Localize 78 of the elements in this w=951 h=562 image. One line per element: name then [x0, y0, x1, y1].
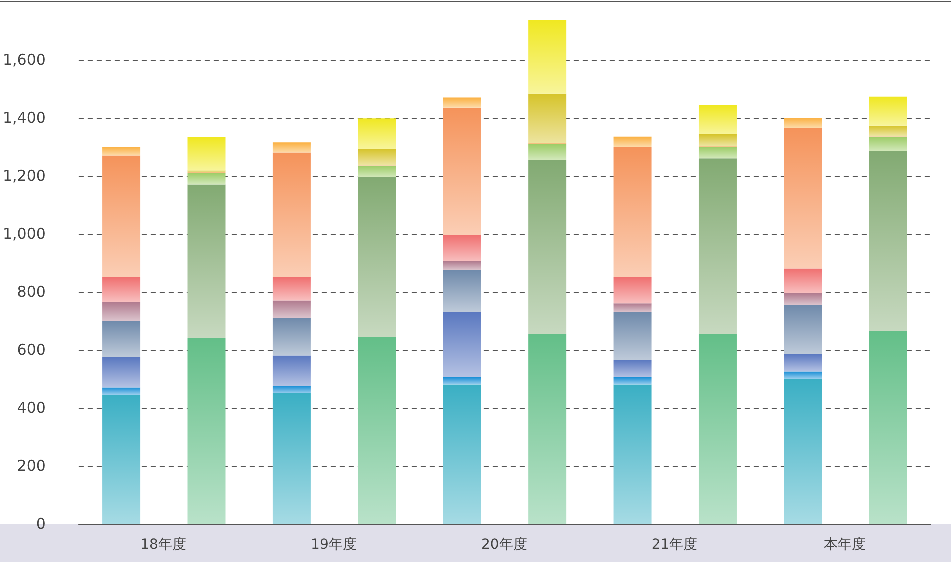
bar [443, 270, 482, 312]
bar [698, 334, 737, 524]
bar [528, 20, 567, 94]
bar [614, 136, 652, 147]
bar [188, 338, 226, 524]
bar [784, 118, 822, 128]
bar [784, 268, 822, 294]
bar [272, 152, 311, 278]
bar [443, 312, 482, 378]
bar [102, 147, 141, 156]
bar [443, 235, 482, 262]
bar [869, 136, 908, 152]
bar [698, 147, 737, 159]
bar [102, 357, 141, 388]
bar [272, 356, 311, 386]
bar [869, 151, 908, 332]
y-tick-label: 600 [17, 341, 46, 359]
bar [614, 384, 652, 524]
bar [784, 372, 822, 379]
x-tick-label: 19年度 [311, 537, 357, 553]
x-tick-label: 21年度 [652, 537, 698, 553]
bar [614, 378, 652, 385]
bar [614, 360, 652, 378]
bar [358, 166, 396, 178]
bar [443, 108, 482, 236]
x-tick-label: 本年度 [824, 537, 866, 553]
bar [272, 142, 311, 153]
bar [528, 160, 567, 334]
bar [272, 300, 311, 318]
y-tick-label: 800 [17, 283, 46, 301]
bar [614, 312, 652, 360]
bar [188, 173, 226, 185]
bar [528, 94, 567, 144]
bar [784, 128, 822, 269]
bar [272, 278, 311, 301]
bar [443, 98, 482, 108]
bar [358, 177, 396, 337]
bar [102, 278, 141, 302]
bar [102, 302, 141, 321]
bar [272, 394, 311, 524]
bar [102, 156, 141, 278]
y-tick-label: 1,600 [2, 51, 46, 69]
bar [869, 96, 908, 126]
bar [272, 318, 311, 356]
y-tick-label: 200 [17, 457, 46, 475]
bar [358, 336, 396, 524]
bar [102, 388, 141, 395]
bar [528, 144, 567, 160]
bar [698, 134, 737, 146]
bar [698, 158, 737, 334]
bar [443, 378, 482, 385]
bar [698, 106, 737, 135]
bar [443, 384, 482, 524]
bar [869, 331, 908, 524]
bar [614, 278, 652, 304]
bar [784, 354, 822, 372]
bar [188, 184, 226, 338]
bar [614, 147, 652, 278]
y-tick-label: 1,200 [2, 167, 46, 185]
bar [102, 394, 141, 524]
bar [528, 334, 567, 524]
bar [614, 304, 652, 312]
bar [102, 321, 141, 358]
y-tick-label: 1,400 [2, 109, 46, 127]
bar [869, 126, 908, 136]
bar [784, 293, 822, 306]
bar [272, 386, 311, 394]
bar [188, 137, 226, 171]
y-tick-label: 1,000 [2, 225, 46, 243]
y-tick-label: 400 [17, 399, 46, 417]
bar [358, 118, 396, 150]
bar [784, 305, 822, 354]
bar [443, 262, 482, 270]
bar [784, 379, 822, 524]
x-tick-label: 20年度 [481, 537, 528, 553]
x-tick-label: 18年度 [140, 537, 186, 553]
bar [358, 149, 396, 165]
y-tick-label: 0 [36, 515, 46, 533]
